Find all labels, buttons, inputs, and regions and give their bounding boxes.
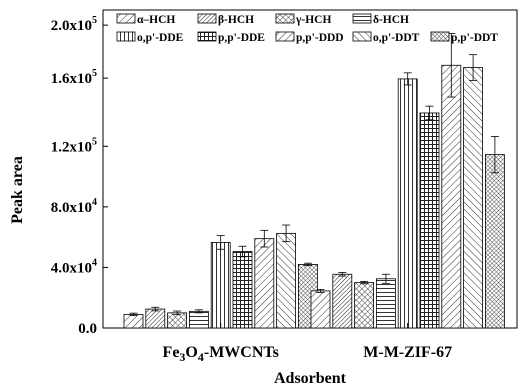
legend-swatch bbox=[197, 31, 217, 42]
legend-item: β-HCH bbox=[197, 13, 254, 26]
legend-label: p,p'-DDT bbox=[451, 32, 498, 44]
legend-swatch bbox=[116, 31, 136, 42]
y-axis: 0.0 4.0x104 8.0x104 1.2x105 1.6x105 2.0x105 bbox=[51, 15, 108, 337]
legend-item: γ-HCH bbox=[275, 13, 331, 26]
y-tick-label: 8.0x104 bbox=[51, 197, 97, 216]
legend-item: o,p'-DDE bbox=[116, 31, 184, 44]
bar--hch-2 bbox=[354, 282, 375, 329]
y-tick-label: 4.0x104 bbox=[51, 257, 97, 276]
legend-label: γ-HCH bbox=[295, 14, 331, 26]
legend-label: α–HCH bbox=[137, 14, 175, 26]
error-bar bbox=[469, 54, 478, 81]
bar--hch-1 bbox=[145, 308, 166, 329]
y-tick-label: 0.0 bbox=[78, 321, 97, 337]
bar--hch-1 bbox=[188, 310, 209, 329]
bar--hch-2 bbox=[310, 290, 331, 329]
error-bar bbox=[173, 310, 182, 316]
bar-o-p-dde-2 bbox=[397, 78, 418, 329]
error-bar bbox=[303, 262, 312, 267]
legend-item: p,p'-DDE bbox=[197, 31, 265, 44]
bar-o-p-ddt-2 bbox=[463, 67, 484, 329]
legend-label: β-HCH bbox=[218, 14, 254, 26]
bar--hch-1 bbox=[123, 313, 144, 329]
error-bar bbox=[216, 235, 225, 250]
y-tick-label: 2.0x105 bbox=[51, 15, 97, 34]
y-tick-label: 1.2x105 bbox=[51, 136, 97, 155]
y-axis-title: Peak area bbox=[9, 156, 26, 224]
error-bar bbox=[316, 288, 325, 293]
legend-swatch bbox=[197, 13, 217, 24]
bars-layer bbox=[123, 64, 505, 329]
legend-label: o,p'-DDE bbox=[137, 32, 184, 44]
x-category-label: Fe3O4-MWCNTs bbox=[163, 344, 279, 364]
legend-swatch bbox=[116, 13, 136, 24]
bar--hch-1 bbox=[167, 312, 188, 329]
bar-p-p-dde-2 bbox=[419, 112, 440, 329]
error-bar bbox=[360, 280, 369, 285]
error-bar bbox=[403, 72, 412, 86]
legend-label: p,p'-DDE bbox=[218, 32, 265, 44]
x-axis-title: Adsorbent bbox=[274, 370, 347, 385]
error-bar bbox=[238, 245, 247, 258]
error-bar bbox=[490, 136, 499, 174]
legend-swatch bbox=[352, 13, 372, 24]
error-bar bbox=[338, 272, 347, 277]
error-bar bbox=[151, 306, 160, 312]
legend-label: o,p'-DDT bbox=[373, 32, 420, 44]
legend: α–HCH β-HCH γ-HCH δ-HCH o,p'-DDE p,p'-DDE p,p'… bbox=[116, 13, 498, 44]
legend-swatch bbox=[275, 13, 295, 24]
legend-label: δ-HCH bbox=[373, 14, 409, 26]
legend-label: p,p'-DDD bbox=[296, 32, 344, 44]
legend-item: δ-HCH bbox=[352, 13, 409, 26]
bar-p-p-ddt-2 bbox=[484, 154, 505, 329]
legend-swatch bbox=[430, 31, 450, 42]
x-axis: Fe3O4-MWCNTs M-M-ZIF-67 bbox=[163, 323, 452, 364]
bar-o-p-ddt-1 bbox=[276, 232, 297, 329]
bar-p-p-ddd-2 bbox=[441, 64, 462, 329]
bar-p-p-dde-1 bbox=[232, 251, 253, 329]
legend-swatch bbox=[352, 31, 372, 42]
error-bar bbox=[425, 105, 434, 121]
bar-o-p-dde-1 bbox=[210, 242, 231, 329]
error-bar bbox=[129, 312, 138, 316]
legend-item: o,p'-DDT bbox=[352, 31, 420, 44]
bar--hch-2 bbox=[332, 273, 353, 329]
y-tick-label: 1.6x105 bbox=[51, 68, 97, 87]
error-bar bbox=[194, 309, 203, 314]
bar-p-p-ddd-1 bbox=[254, 238, 275, 329]
legend-item: α–HCH bbox=[116, 13, 175, 26]
legend-item: p,p'-DDD bbox=[275, 31, 344, 44]
legend-swatch bbox=[275, 31, 295, 42]
error-bar bbox=[282, 224, 291, 243]
error-bar bbox=[260, 229, 269, 248]
bar--hch-2 bbox=[375, 278, 396, 329]
error-bar bbox=[381, 273, 390, 284]
x-category-label: M-M-ZIF-67 bbox=[363, 344, 452, 361]
legend-item: p,p'-DDT bbox=[430, 31, 498, 44]
